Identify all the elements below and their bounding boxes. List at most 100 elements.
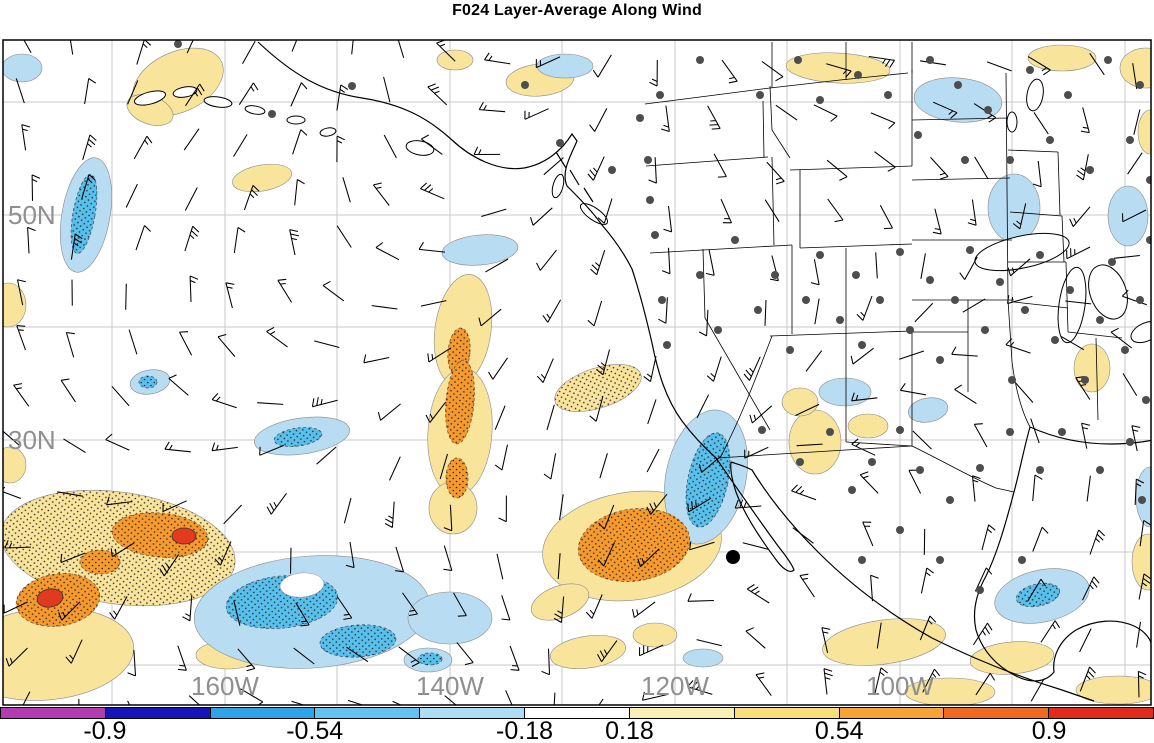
wind-barb — [290, 82, 308, 107]
wind-barb — [868, 55, 895, 68]
wind-barb — [1089, 529, 1106, 555]
wind-barb — [1133, 109, 1141, 135]
wind-barb — [186, 40, 194, 54]
station-dot — [758, 426, 766, 434]
shaded-region — [1027, 44, 1097, 72]
station-dot — [906, 326, 914, 334]
wind-barb — [111, 385, 130, 407]
lake — [1130, 320, 1151, 344]
shaded-region — [3, 446, 27, 484]
station-dot — [1036, 466, 1044, 474]
border-line — [769, 85, 791, 159]
station-dot — [556, 139, 564, 147]
station-dot — [926, 56, 934, 64]
wind-barb — [375, 242, 400, 261]
wind-barb — [649, 59, 658, 87]
wind-barb — [850, 347, 874, 365]
wind-barb — [1015, 382, 1034, 403]
colorbar-segment — [209, 708, 315, 718]
wind-barb — [184, 225, 200, 252]
wind-barb — [1138, 573, 1151, 600]
wind-barb — [342, 177, 351, 203]
border-line — [1067, 331, 1123, 339]
shaded-region — [1107, 185, 1149, 247]
wind-barb — [706, 356, 722, 382]
stipple-overlay — [1016, 583, 1060, 607]
shaded-region — [847, 413, 889, 439]
island — [286, 115, 306, 125]
wind-barb — [16, 324, 26, 351]
wind-barb — [383, 76, 391, 103]
station-dot — [951, 296, 959, 304]
wind-barb — [81, 174, 96, 200]
border-line — [845, 441, 913, 447]
wind-barb — [214, 541, 232, 566]
shaded-region — [1119, 47, 1151, 89]
wind-barb — [105, 433, 130, 451]
shaded-region — [530, 583, 590, 621]
lon-label: 120W — [641, 671, 709, 701]
station-dot — [976, 586, 984, 594]
wind-barb — [745, 627, 766, 649]
shaded-region — [279, 572, 325, 598]
wind-barb — [4, 539, 31, 549]
lake — [1006, 111, 1018, 133]
wind-barb — [377, 403, 401, 421]
island — [319, 127, 337, 137]
stipple-overlay — [139, 376, 157, 388]
station-dot — [876, 296, 884, 304]
wind-barb — [646, 493, 668, 515]
station-dot — [1146, 236, 1151, 244]
border-line — [1007, 299, 1031, 428]
wind-barb — [908, 469, 922, 494]
wind-barb — [58, 601, 81, 621]
wind-barb — [27, 226, 36, 254]
wind-barb — [1075, 376, 1091, 400]
colorbar-segment — [733, 708, 839, 718]
wind-barb — [420, 134, 443, 155]
station-dot — [914, 131, 922, 139]
station-dot — [1121, 346, 1129, 354]
wind-barb — [598, 504, 615, 530]
stipple-overlay — [686, 432, 730, 528]
wind-barb — [243, 185, 260, 211]
shaded-region — [536, 53, 594, 79]
station-dot — [836, 316, 844, 324]
wind-barb — [920, 253, 926, 279]
island — [133, 90, 167, 106]
wind-barb — [1136, 621, 1142, 648]
wind-barb — [734, 499, 762, 509]
wind-barb — [967, 199, 977, 226]
wind-barb — [259, 444, 284, 456]
wind-barb — [277, 278, 293, 303]
wind-barb — [951, 346, 978, 357]
colorbar-strip — [0, 707, 1154, 719]
wind-barb — [439, 453, 449, 480]
wind-barb — [698, 309, 709, 337]
wind-barb — [498, 495, 507, 523]
station-dot — [1108, 258, 1116, 266]
station-dot — [644, 156, 652, 164]
wind-barb — [764, 199, 780, 222]
wind-barb — [1089, 53, 1105, 76]
station-dot — [961, 156, 969, 164]
wind-barb — [986, 61, 1012, 72]
wind-barb — [932, 208, 942, 235]
wind-barb — [257, 402, 284, 405]
wind-barb — [397, 40, 405, 59]
station-dot — [826, 428, 834, 436]
border-line — [1061, 215, 1065, 263]
wind-barb — [1033, 112, 1049, 135]
wind-barb — [795, 403, 820, 416]
wind-barb — [294, 179, 305, 206]
wind-barb — [959, 256, 978, 280]
wind-barb — [184, 187, 198, 211]
chart-title: F024 Layer-Average Along Wind — [452, 2, 702, 19]
wind-barb — [179, 331, 193, 356]
station-dot — [521, 81, 529, 89]
station-dot — [756, 91, 764, 99]
wind-barb — [443, 504, 453, 532]
wind-barb — [1113, 254, 1140, 259]
wind-barb — [84, 78, 97, 105]
shaded-region — [987, 173, 1041, 243]
